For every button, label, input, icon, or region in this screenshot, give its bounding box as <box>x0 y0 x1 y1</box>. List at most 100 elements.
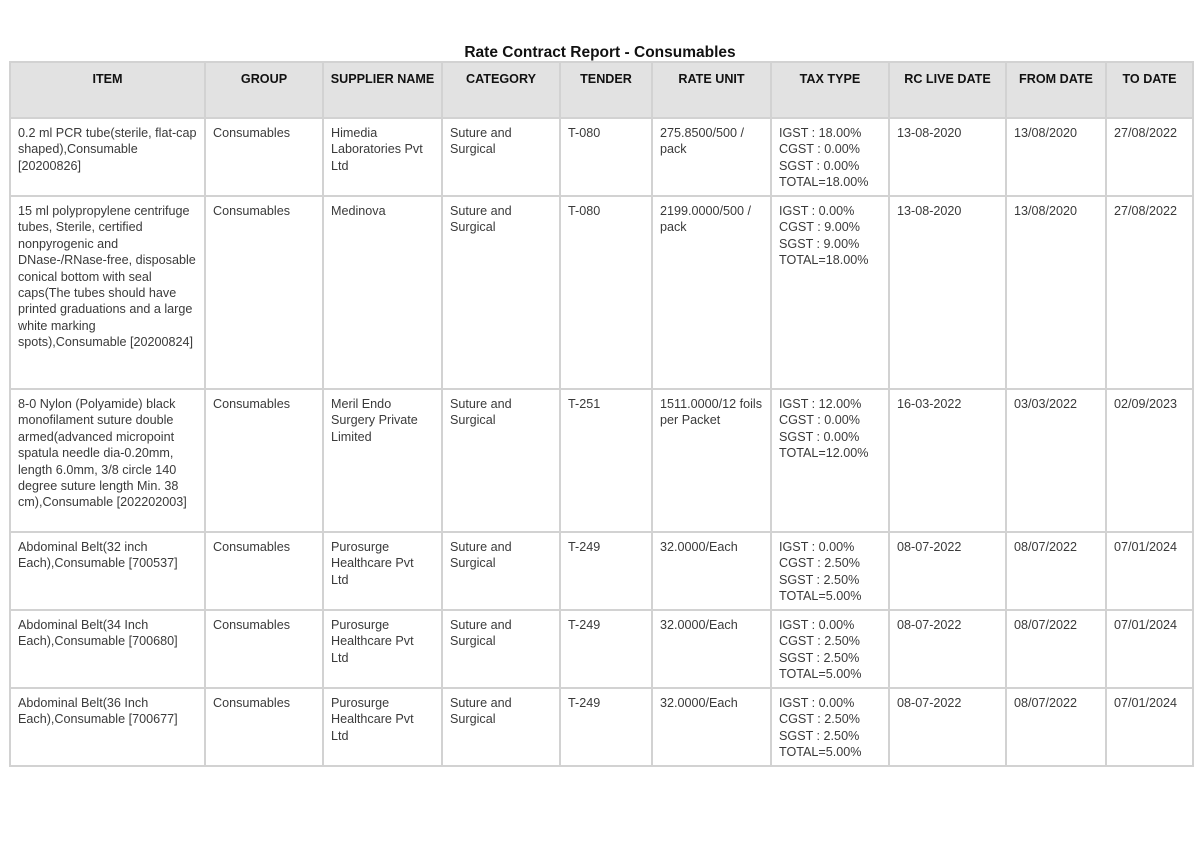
cell-rc-live-date: 08-07-2022 <box>888 531 1007 611</box>
tax-line: SGST : 0.00% <box>779 429 860 444</box>
cell-item: 15 ml polypropylene centrifuge tubes, St… <box>9 195 206 390</box>
tax-line: SGST : 2.50% <box>779 572 860 587</box>
tax-line: TOTAL=18.00% <box>779 253 869 268</box>
cell-from-date: 03/03/2022 <box>1005 388 1107 533</box>
cell-to-date: 27/08/2022 <box>1105 117 1194 197</box>
cell-item: Abdominal Belt(34 Inch Each),Consumable … <box>9 609 206 689</box>
cell-group: Consumables <box>204 531 324 611</box>
table-row: 8-0 Nylon (Polyamide) black monofilament… <box>9 388 1194 533</box>
tax-line: SGST : 2.50% <box>779 728 860 743</box>
rate-contract-table: ITEM GROUP SUPPLIER NAME CATEGORY TENDER RATE… <box>9 61 1194 767</box>
tax-line: IGST : 12.00% <box>779 397 862 411</box>
tax-line: CGST : 2.50% <box>779 634 860 649</box>
tax-line: SGST : 0.00% <box>779 158 860 173</box>
tax-line: TOTAL=5.00% <box>779 589 862 604</box>
cell-tender: T-080 <box>559 195 653 390</box>
cell-tender: T-080 <box>559 117 653 197</box>
tax-line: IGST : 0.00% <box>779 540 855 554</box>
cell-category: Suture and Surgical <box>441 388 561 533</box>
report-title: Rate Contract Report - Consumables <box>464 44 736 61</box>
column-header-category: CATEGORY <box>441 61 561 119</box>
tax-line: CGST : 0.00% <box>779 142 860 157</box>
cell-to-date: 27/08/2022 <box>1105 195 1194 390</box>
cell-rc-live-date: 16-03-2022 <box>888 388 1007 533</box>
column-header-supplier-name: SUPPLIER NAME <box>322 61 443 119</box>
cell-rc-live-date: 13-08-2020 <box>888 195 1007 390</box>
cell-from-date: 08/07/2022 <box>1005 531 1107 611</box>
column-header-from-date: FROM DATE <box>1005 61 1107 119</box>
tax-line: CGST : 9.00% <box>779 220 860 235</box>
cell-tax-type: IGST : 0.00% CGST : 2.50% SGST : 2.50% TOTA… <box>770 687 890 767</box>
cell-supplier-name: Meril Endo Surgery Private Limited <box>322 388 443 533</box>
cell-rate-unit: 32.0000/Each <box>651 531 772 611</box>
cell-tax-type: IGST : 12.00% CGST : 0.00% SGST : 0.00% TOT… <box>770 388 890 533</box>
cell-category: Suture and Surgical <box>441 531 561 611</box>
cell-from-date: 13/08/2020 <box>1005 117 1107 197</box>
tax-line: CGST : 0.00% <box>779 413 860 428</box>
tax-line: TOTAL=18.00% <box>779 175 869 190</box>
cell-rate-unit: 275.8500/500 / pack <box>651 117 772 197</box>
cell-to-date: 02/09/2023 <box>1105 388 1194 533</box>
cell-rate-unit: 32.0000/Each <box>651 687 772 767</box>
tax-line: IGST : 0.00% <box>779 696 855 710</box>
cell-item: 0.2 ml PCR tube(sterile, flat-cap shaped… <box>9 117 206 197</box>
cell-tax-type: IGST : 0.00% CGST : 2.50% SGST : 2.50% TOTA… <box>770 531 890 611</box>
cell-to-date: 07/01/2024 <box>1105 609 1194 689</box>
column-header-group: GROUP <box>204 61 324 119</box>
cell-item: 8-0 Nylon (Polyamide) black monofilament… <box>9 388 206 533</box>
cell-from-date: 13/08/2020 <box>1005 195 1107 390</box>
tax-line: TOTAL=5.00% <box>779 667 862 682</box>
cell-rate-unit: 2199.0000/500 / pack <box>651 195 772 390</box>
table-row: Abdominal Belt(34 Inch Each),Consumable … <box>9 609 1194 689</box>
tax-line: SGST : 9.00% <box>779 236 860 251</box>
cell-to-date: 07/01/2024 <box>1105 531 1194 611</box>
cell-category: Suture and Surgical <box>441 195 561 390</box>
column-header-item: ITEM <box>9 61 206 119</box>
tax-line: TOTAL=5.00% <box>779 745 862 760</box>
cell-rate-unit: 1511.0000/12 foils per Packet <box>651 388 772 533</box>
cell-tender: T-249 <box>559 687 653 767</box>
table-row: Abdominal Belt(32 inch Each),Consumable … <box>9 531 1194 611</box>
cell-group: Consumables <box>204 388 324 533</box>
cell-tender: T-249 <box>559 609 653 689</box>
cell-category: Suture and Surgical <box>441 687 561 767</box>
tax-line: TOTAL=12.00% <box>779 446 869 461</box>
cell-item: Abdominal Belt(36 Inch Each),Consumable … <box>9 687 206 767</box>
cell-group: Consumables <box>204 117 324 197</box>
cell-rc-live-date: 08-07-2022 <box>888 609 1007 689</box>
cell-group: Consumables <box>204 609 324 689</box>
cell-tender: T-249 <box>559 531 653 611</box>
column-header-rc-live-date: RC LIVE DATE <box>888 61 1007 119</box>
column-header-rate-unit: RATE UNIT <box>651 61 772 119</box>
cell-category: Suture and Surgical <box>441 117 561 197</box>
table-row: Abdominal Belt(36 Inch Each),Consumable … <box>9 687 1194 767</box>
cell-rate-unit: 32.0000/Each <box>651 609 772 689</box>
cell-item: Abdominal Belt(32 inch Each),Consumable … <box>9 531 206 611</box>
cell-tax-type: IGST : 18.00% CGST : 0.00% SGST : 0.00% TOT… <box>770 117 890 197</box>
cell-group: Consumables <box>204 687 324 767</box>
tax-line: IGST : 0.00% <box>779 204 855 218</box>
tax-line: CGST : 2.50% <box>779 712 860 727</box>
cell-supplier-name: Purosurge Healthcare Pvt Ltd <box>322 531 443 611</box>
cell-from-date: 08/07/2022 <box>1005 687 1107 767</box>
cell-supplier-name: Himedia Laboratories Pvt Ltd <box>322 117 443 197</box>
cell-supplier-name: Purosurge Healthcare Pvt Ltd <box>322 609 443 689</box>
cell-category: Suture and Surgical <box>441 609 561 689</box>
cell-supplier-name: Medinova <box>322 195 443 390</box>
header-row: ITEM GROUP SUPPLIER NAME CATEGORY TENDER RATE… <box>9 61 1194 119</box>
tax-line: SGST : 2.50% <box>779 650 860 665</box>
cell-tax-type: IGST : 0.00% CGST : 2.50% SGST : 2.50% TOTA… <box>770 609 890 689</box>
cell-group: Consumables <box>204 195 324 390</box>
tax-line: IGST : 18.00% <box>779 126 862 140</box>
table-row: 15 ml polypropylene centrifuge tubes, St… <box>9 195 1194 390</box>
cell-from-date: 08/07/2022 <box>1005 609 1107 689</box>
cell-to-date: 07/01/2024 <box>1105 687 1194 767</box>
column-header-tax-type: TAX TYPE <box>770 61 890 119</box>
column-header-to-date: TO DATE <box>1105 61 1194 119</box>
tax-line: CGST : 2.50% <box>779 556 860 571</box>
tax-line: IGST : 0.00% <box>779 618 855 632</box>
column-header-tender: TENDER <box>559 61 653 119</box>
cell-tax-type: IGST : 0.00% CGST : 9.00% SGST : 9.00% TOTA… <box>770 195 890 390</box>
table-row: 0.2 ml PCR tube(sterile, flat-cap shaped… <box>9 117 1194 197</box>
cell-tender: T-251 <box>559 388 653 533</box>
